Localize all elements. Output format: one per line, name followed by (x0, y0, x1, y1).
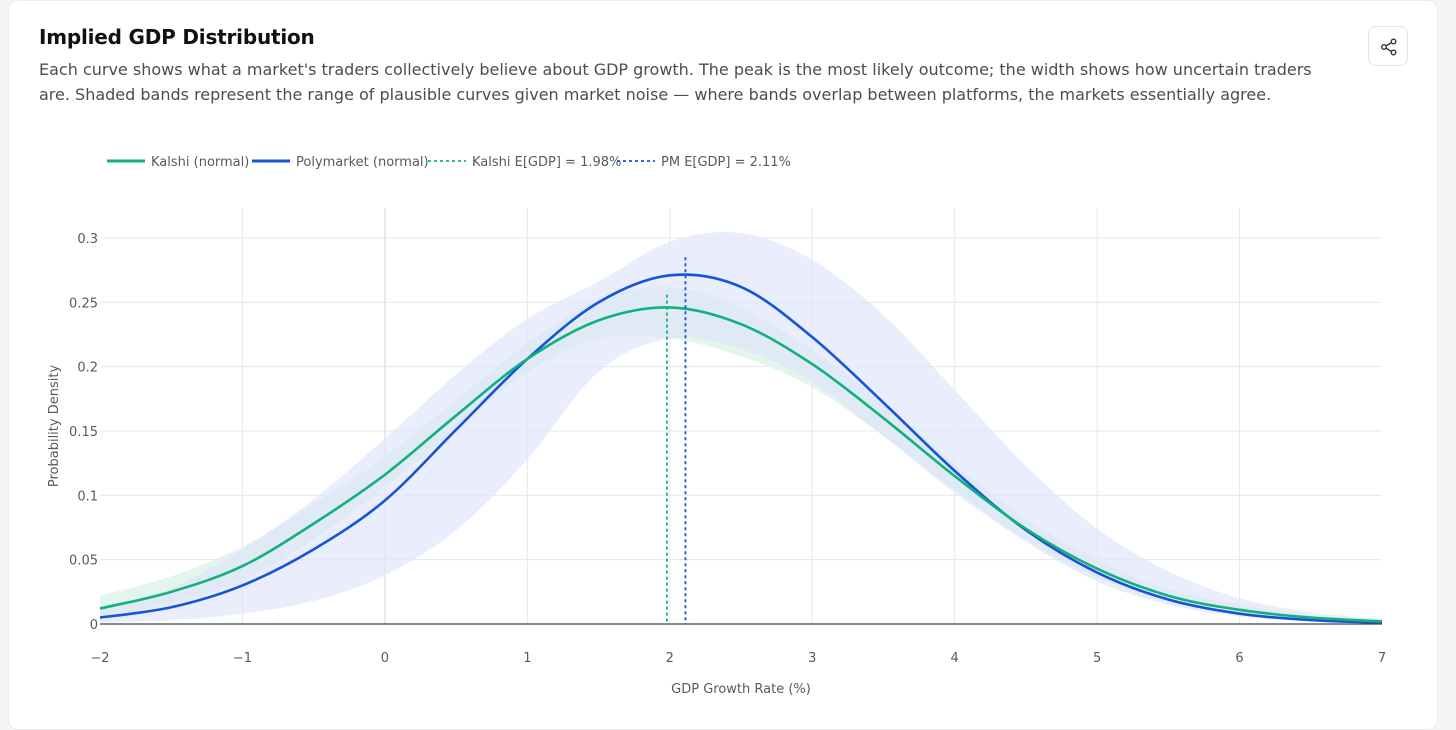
y-tick-label: 0.2 (77, 361, 98, 376)
series-lines (99, 273, 1383, 625)
x-tick-label: 0 (381, 651, 389, 666)
legend-label: Kalshi E[GDP] = 1.98% (472, 155, 621, 170)
axes: −2 −1 0 1 2 3 4 5 6 7 0 0.05 0.1 0.15 0.2 0.25 0.3 GDP Gr… (47, 232, 1386, 697)
chart-description: Each curve shows what a market's traders… (39, 60, 1312, 104)
y-tick-label: 0.25 (69, 296, 98, 311)
y-tick-label: 0.05 (69, 554, 98, 569)
legend-item: Polymarket (normal) (252, 155, 429, 170)
y-tick-label: 0 (90, 618, 98, 633)
legend: Kalshi (normal) Polymarket (normal) Kalshi… (107, 155, 791, 170)
legend-label: Kalshi (normal) (151, 155, 249, 170)
legend-label: Polymarket (normal) (296, 155, 429, 170)
x-axis-title: GDP Growth Rate (%) (671, 682, 811, 697)
confidence-bands (100, 231, 1382, 624)
legend-label: PM E[GDP] = 2.11% (661, 155, 791, 170)
y-axis-title: Probability Density (47, 365, 62, 488)
x-tick-label: 2 (666, 651, 674, 666)
x-tick-label: −2 (90, 651, 109, 666)
x-tick-label: −1 (233, 651, 252, 666)
y-tick-label: 0.15 (69, 425, 98, 440)
kalshi-curve (99, 306, 1383, 623)
share-button[interactable] (1368, 26, 1408, 66)
legend-item: PM E[GDP] = 2.11% (617, 155, 791, 170)
x-tick-label: 4 (951, 651, 959, 666)
x-tick-label: 6 (1235, 651, 1243, 666)
expected-value-markers (666, 257, 687, 624)
legend-item: Kalshi (normal) (107, 155, 249, 170)
x-tick-label: 3 (808, 651, 816, 666)
chart-title: Implied GDP Distribution (39, 25, 315, 49)
y-tick-label: 0.3 (77, 232, 98, 247)
kalshi-band (100, 286, 1382, 623)
legend-item: Kalshi E[GDP] = 1.98% (428, 155, 621, 170)
share-icon (1381, 38, 1397, 56)
y-tick-label: 0.1 (77, 489, 98, 504)
polymarket-curve (99, 273, 1383, 625)
polymarket-band (100, 231, 1382, 624)
x-tick-label: 7 (1378, 651, 1386, 666)
x-tick-label: 1 (523, 651, 531, 666)
x-tick-label: 5 (1093, 651, 1101, 666)
